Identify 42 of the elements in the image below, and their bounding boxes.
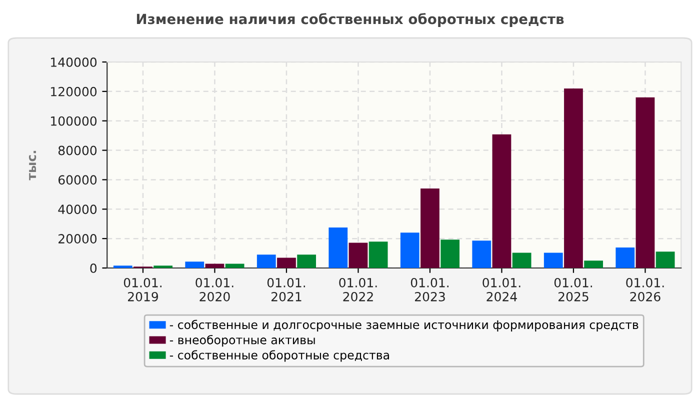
bar (636, 97, 655, 268)
bar (656, 252, 675, 268)
y-tick-label: 0 (90, 263, 97, 273)
y-tick-label: 20000 (58, 234, 97, 244)
bar (492, 134, 512, 268)
y-tick-label: 80000 (58, 146, 97, 156)
bar (616, 248, 635, 268)
bar (564, 88, 583, 268)
bar (297, 254, 316, 268)
legend-label: - внеоборотные активы (170, 334, 315, 347)
x-tick-label: 01.01. 2024 (482, 278, 520, 302)
bar (328, 228, 348, 268)
bar (584, 260, 604, 268)
bar (277, 258, 296, 268)
y-tick-label: 100000 (51, 116, 97, 126)
bar (544, 252, 563, 268)
y-tick-label: 140000 (51, 57, 97, 67)
bar (348, 242, 368, 268)
legend-label: - собственные и долгосрочные заемные источники формирования средств (170, 320, 638, 332)
y-tick-label: 60000 (58, 175, 97, 185)
x-tick-label: 01.01. 2022 (339, 278, 377, 302)
bar (368, 242, 388, 268)
bar (440, 240, 460, 268)
x-tick-label: 01.01. 2021 (267, 278, 306, 302)
bar (400, 232, 420, 268)
x-tick-label: 01.01. 2023 (410, 278, 449, 302)
bar (225, 264, 244, 268)
x-tick-label: 01.01. 2025 (554, 278, 592, 302)
x-tick-label: 01.01. 2020 (196, 278, 234, 302)
y-tick-label: 40000 (58, 204, 97, 214)
y-axis-title: тыс. (28, 150, 36, 180)
x-tick-label: 01.01. 2019 (124, 278, 162, 302)
bar (512, 252, 532, 268)
legend-label: - собственные оборотные средства (170, 350, 389, 362)
bar (185, 262, 204, 268)
bar (472, 240, 492, 268)
chart-title: Изменение наличия собственных оборотных средств (136, 13, 564, 27)
bar (420, 188, 440, 268)
y-tick-label: 120000 (51, 86, 97, 96)
bar (205, 264, 224, 268)
bar (256, 254, 276, 268)
x-tick-label: 01.01. 2026 (626, 278, 664, 302)
